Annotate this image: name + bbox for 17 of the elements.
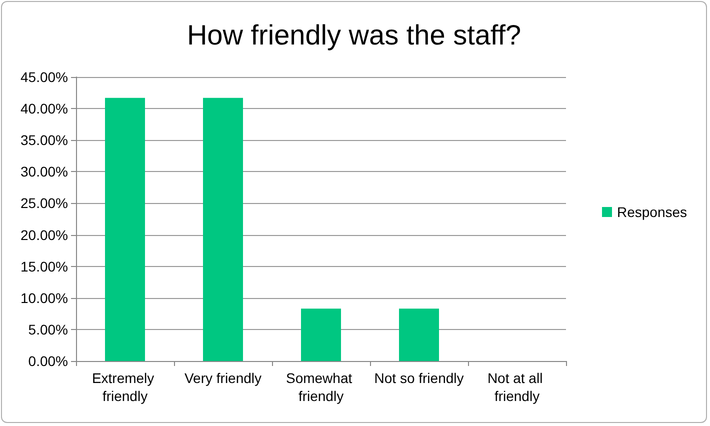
x-tick-label: Not at all friendly: [487, 370, 547, 404]
y-tick-label: 25.00%: [20, 195, 68, 212]
x-tick-label: Very friendly: [184, 370, 262, 386]
y-tick-label: 35.00%: [20, 132, 68, 148]
chart-title: How friendly was the staff?: [186, 20, 522, 50]
y-tick-label: 40.00%: [20, 100, 68, 117]
y-tick-label: 20.00%: [20, 226, 68, 243]
y-tick-label: 0.00%: [28, 353, 68, 369]
y-tick-label: 30.00%: [20, 164, 68, 180]
legend-label: Responses: [617, 204, 688, 220]
x-tick-label: Somewhat friendly: [286, 370, 356, 404]
y-tick-label: 5.00%: [28, 321, 68, 338]
y-tick-label: 10.00%: [20, 290, 68, 306]
x-tick-label: Extremely friendly: [92, 370, 158, 404]
y-tick-label: 15.00%: [20, 258, 68, 274]
x-tick-label: Not so friendly: [374, 370, 464, 386]
y-tick-label: 45.00%: [20, 69, 68, 85]
